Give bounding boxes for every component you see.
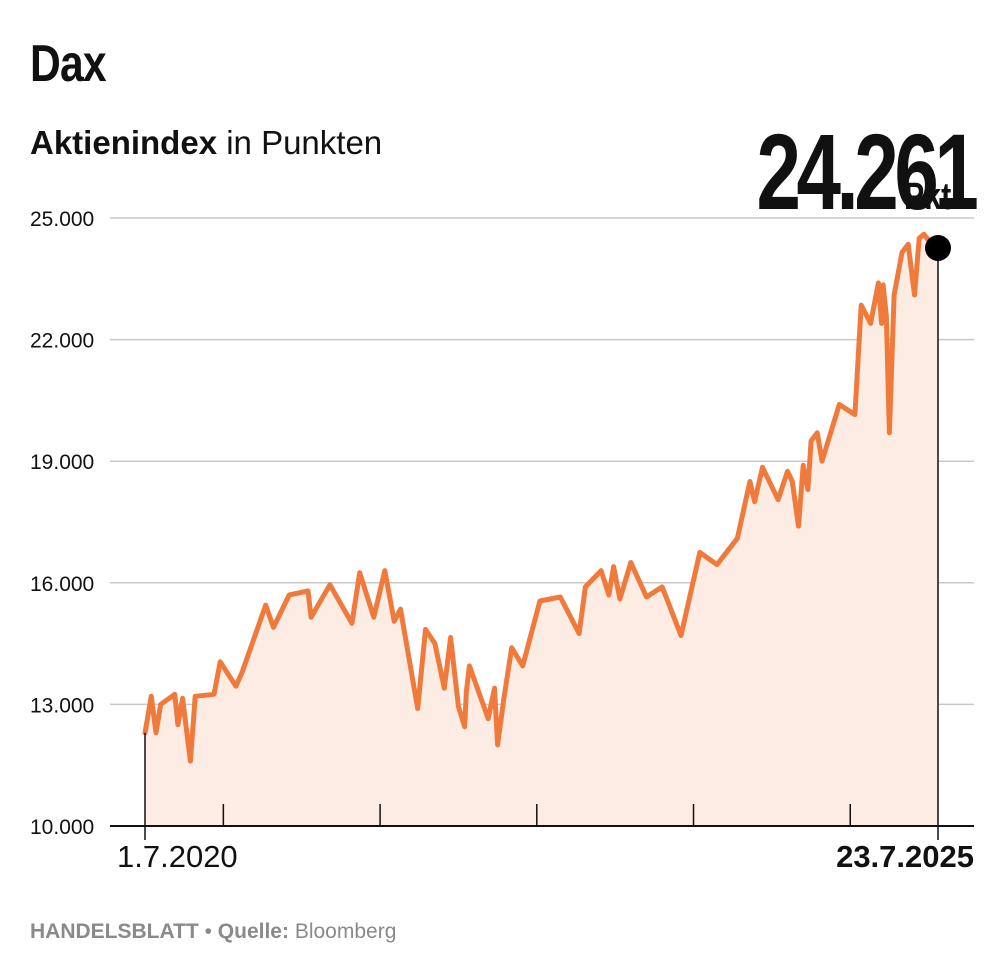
y-tick-label-10000: 10.000 <box>30 816 94 839</box>
tick-labels: 10.000 13.000 16.000 19.000 22.000 25.000 1.7.… <box>30 208 974 874</box>
subtitle-bold: Aktienindex <box>30 124 218 161</box>
x-start-label: 1.7.2020 <box>117 839 238 874</box>
area-fill <box>145 234 938 826</box>
separator: • <box>198 920 218 943</box>
brand-name: HANDELSBLATT <box>30 920 199 943</box>
axes <box>110 247 974 840</box>
y-tick-label-13000: 13.000 <box>30 694 94 717</box>
chart-title: Dax <box>30 35 107 93</box>
chart-subtitle: Aktienindex in Punkten <box>30 124 382 162</box>
series-line <box>142 231 941 764</box>
y-tick-label-16000: 16.000 <box>30 573 94 596</box>
current-value-unit: Pkt. <box>904 176 961 218</box>
y-tick-label-25000: 25.000 <box>30 208 94 231</box>
current-value: 24.261Pkt. <box>680 111 978 232</box>
source-label: Quelle: <box>217 920 289 943</box>
source-line: HANDELSBLATT • Quelle: Bloomberg <box>30 920 396 944</box>
x-end-label: 23.7.2025 <box>836 839 974 874</box>
subtitle-rest: in Punkten <box>217 124 383 161</box>
y-tick-label-19000: 19.000 <box>30 451 94 474</box>
source-name: Bloomberg <box>288 920 397 943</box>
current-value-number: 24.261 <box>756 111 978 232</box>
end-marker <box>925 234 951 261</box>
y-tick-label-22000: 22.000 <box>30 330 94 353</box>
